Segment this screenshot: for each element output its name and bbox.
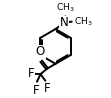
Text: CH$_3$: CH$_3$ [56,2,75,14]
Text: F: F [44,82,50,95]
Text: N: N [60,16,69,29]
Text: CH$_3$: CH$_3$ [74,15,92,28]
Text: O: O [36,45,45,59]
Text: F: F [33,84,40,97]
Text: F: F [28,67,35,80]
